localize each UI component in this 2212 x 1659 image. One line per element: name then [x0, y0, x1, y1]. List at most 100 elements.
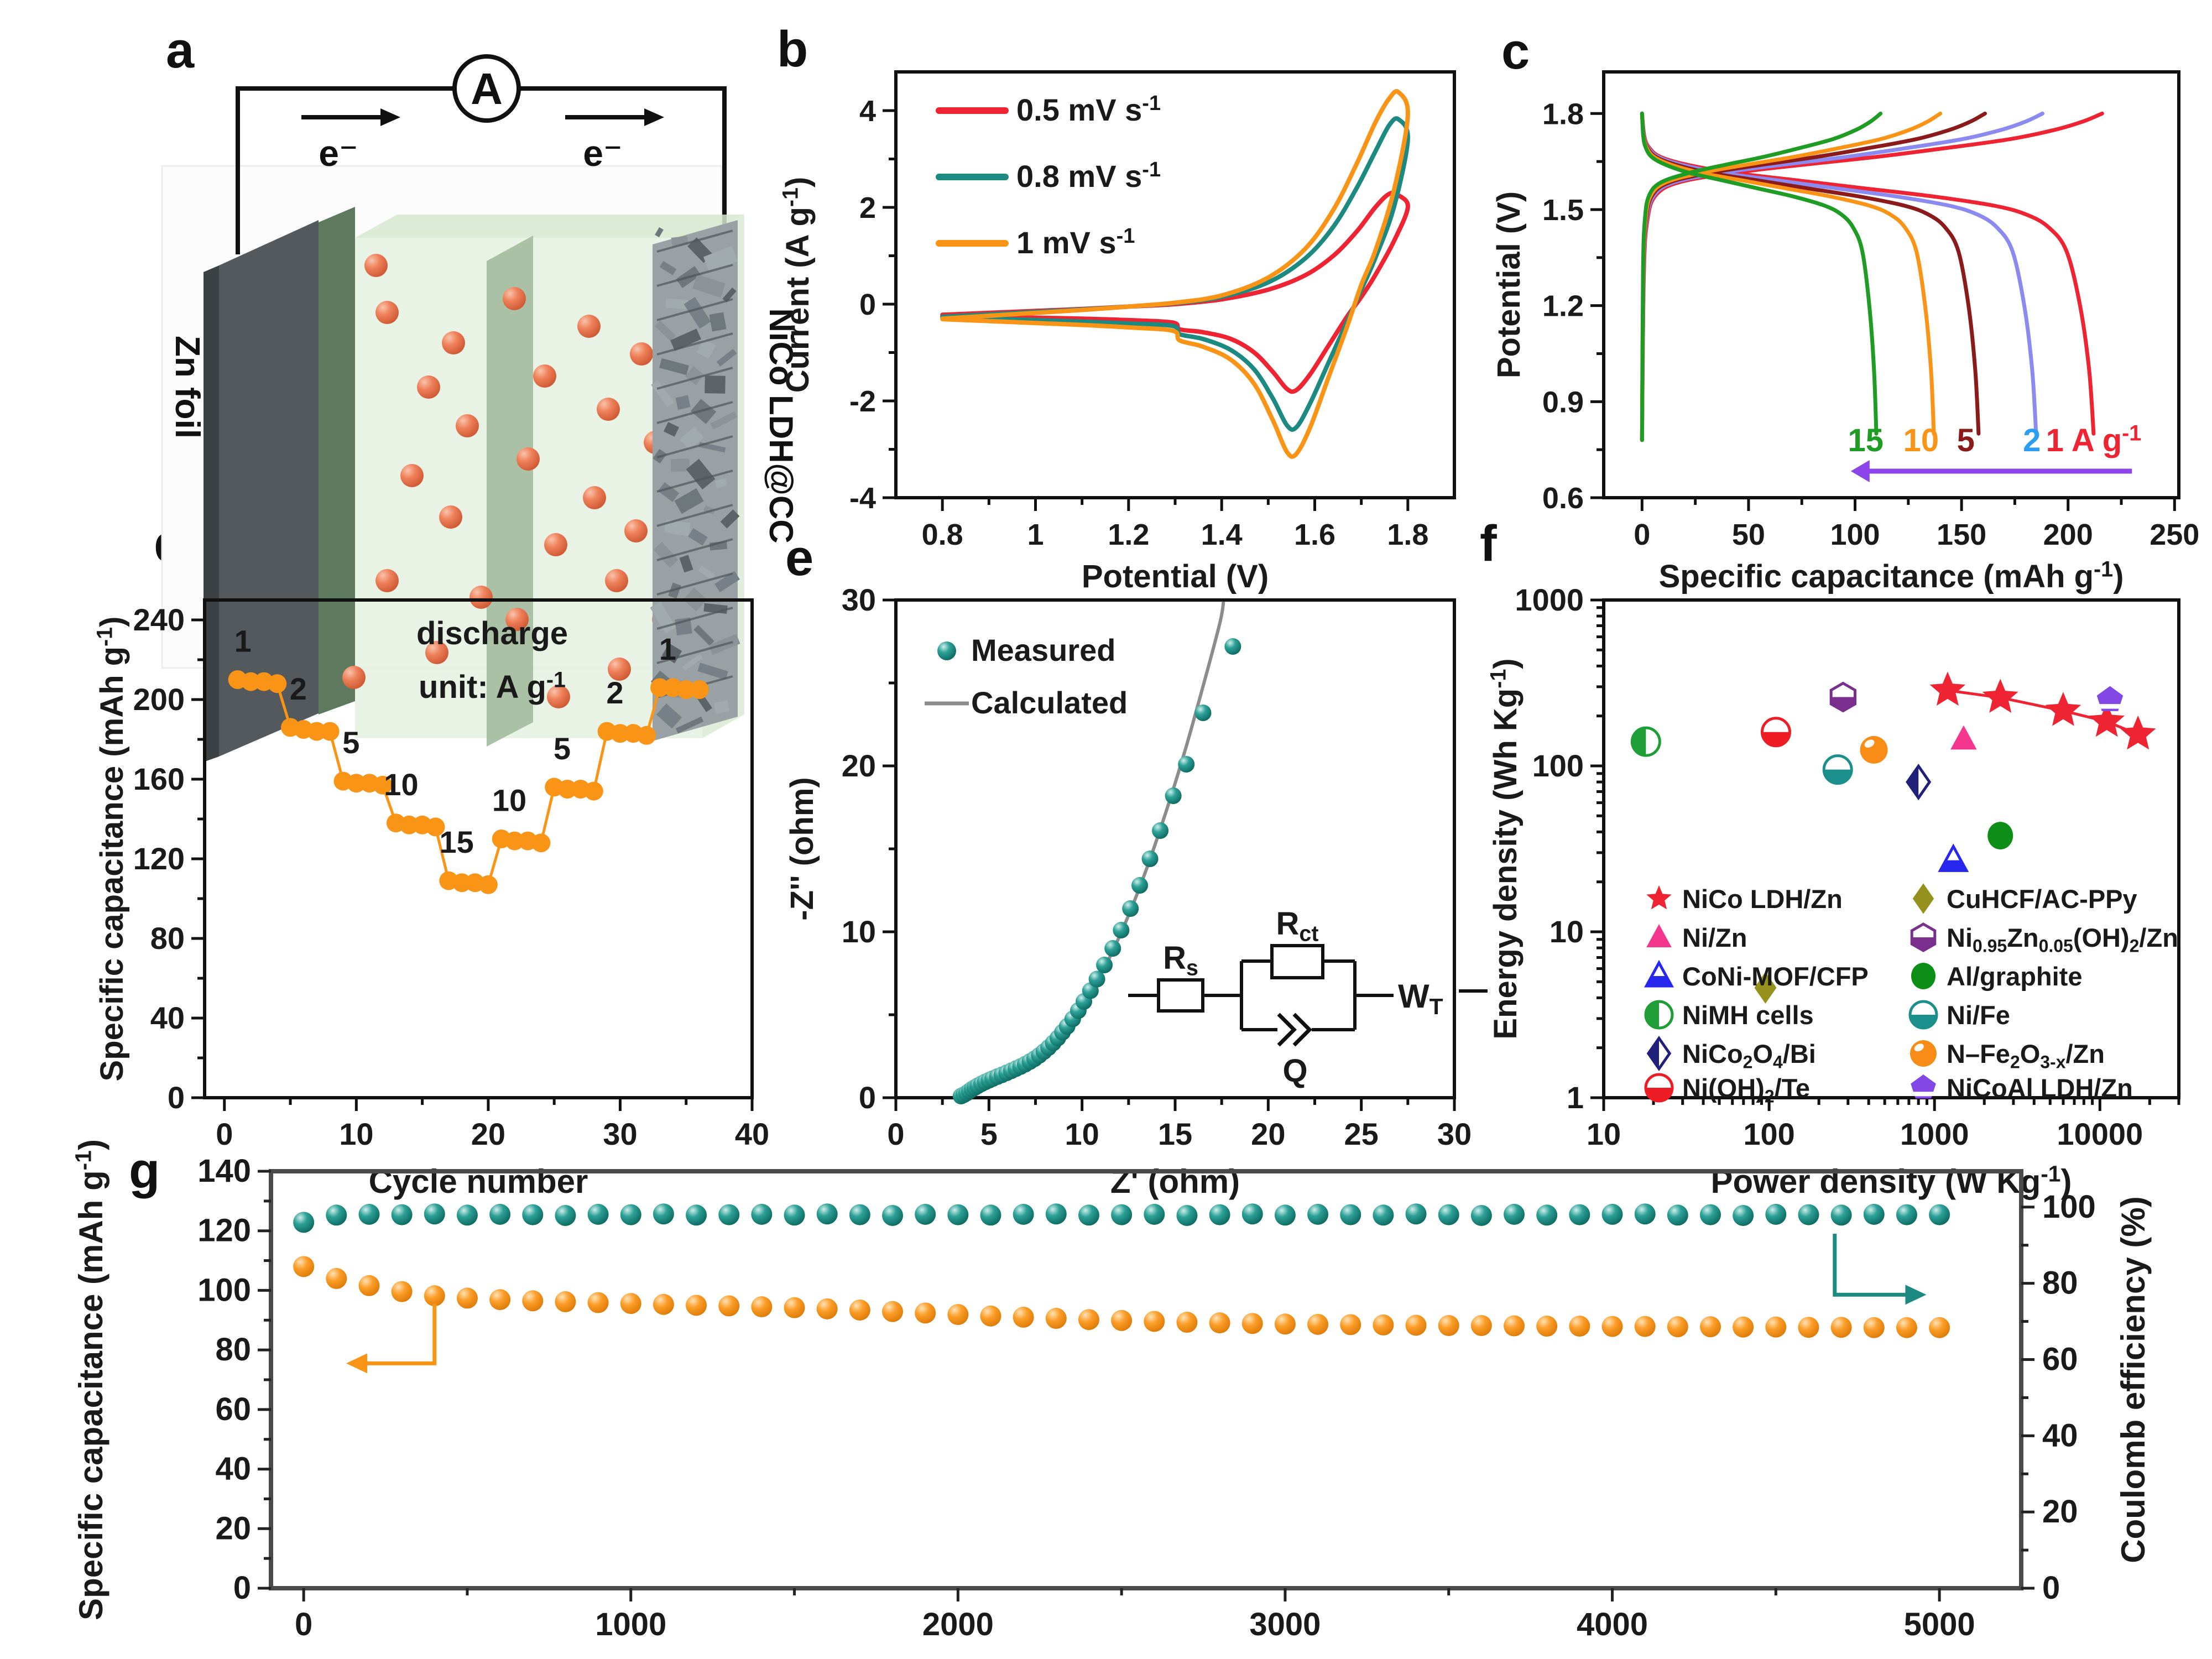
data-point — [937, 641, 956, 660]
data-point — [1634, 1203, 1656, 1225]
y-tick-label: 4 — [859, 95, 876, 128]
data-point — [1896, 1317, 1917, 1338]
data-point — [1144, 1203, 1165, 1225]
data-point — [718, 1295, 740, 1317]
x-tick-label: 10 — [1065, 1117, 1099, 1151]
resistor-rct-icon — [1270, 944, 1324, 979]
data-point — [424, 1285, 445, 1307]
y-tick-label: 0.9 — [1542, 385, 1584, 419]
step-label: 1 — [234, 624, 252, 659]
cathode-striation — [656, 401, 733, 424]
data-point — [1373, 1314, 1394, 1335]
panel-letter-b: b — [777, 21, 808, 77]
y-axis-title: Potential (V) — [1491, 191, 1527, 378]
x-axis-title: Z' (ohm) — [1110, 1163, 1240, 1200]
data-point — [882, 1204, 904, 1226]
y-tick-label: 60 — [215, 1391, 251, 1427]
x-tick-label: 0 — [1634, 518, 1650, 551]
rate-label: 15 — [1848, 422, 1884, 458]
x-tick-label: 20 — [471, 1117, 505, 1151]
efficiency-axis-arrow — [1833, 1234, 1927, 1305]
cathode-flake — [658, 482, 680, 502]
data-point — [653, 1203, 674, 1225]
data-point — [1470, 1204, 1492, 1226]
ion-sphere — [456, 414, 479, 437]
y-tick-label: 240 — [133, 602, 185, 637]
x-tick-label: 10 — [339, 1117, 373, 1151]
marker-diamond — [1754, 972, 1777, 1004]
zn-foil-edge — [204, 265, 219, 762]
data-point — [620, 1293, 641, 1314]
measured-points — [952, 638, 1241, 1104]
cathode-flake — [655, 227, 664, 238]
data-point — [584, 781, 603, 801]
marker-star — [1982, 679, 2018, 713]
step-label: 2 — [290, 671, 307, 706]
x-tick-label: 1.4 — [1201, 518, 1243, 551]
gcd-series — [1640, 111, 2104, 442]
legend-label: NiCoAl LDH/Zn — [1947, 1073, 2133, 1103]
ammeter-label: A — [471, 64, 503, 113]
y-tick-label: 0 — [859, 288, 876, 321]
data-point — [1634, 1316, 1656, 1337]
y-tick-label: 0 — [859, 1080, 876, 1115]
data-point — [1111, 1310, 1133, 1331]
y-tick-label: 10 — [842, 914, 876, 949]
data-point — [1307, 1203, 1329, 1225]
cathode-flake — [697, 662, 728, 680]
y-tick-label: 40 — [215, 1451, 251, 1487]
ion-sphere — [364, 254, 388, 277]
data-point — [1131, 877, 1149, 894]
data-point — [293, 1256, 315, 1277]
y-tick-label: 1000 — [1515, 582, 1584, 617]
data-point — [505, 831, 524, 851]
ion-sphere — [469, 586, 493, 609]
panel-e: 0 5 10 15 20 25 30 0 10 20 30 Z' (ohm) -Z'' (ohm) Mea… — [784, 582, 1488, 1200]
data-point — [676, 680, 696, 699]
cathode-flake — [682, 654, 703, 671]
cathode-flake — [686, 458, 716, 490]
y-tick-label: 0 — [168, 1080, 185, 1115]
y-axis-title: -Z'' (ohm) — [784, 777, 820, 921]
x-tick-label: 25 — [1344, 1117, 1379, 1151]
legend-label: Ni0.95Zn0.05(OH)2/Zn — [1947, 923, 2178, 956]
marker-pentagon-band — [1911, 1074, 1936, 1099]
circuit-label-q: Q — [1282, 1053, 1307, 1089]
legend-label: Ni/Zn — [1682, 923, 1747, 952]
data-point — [980, 1305, 1001, 1327]
marker-star — [2089, 702, 2125, 737]
y-axis-title: Energy density (Wh Kg-1) — [1486, 658, 1524, 1039]
data-point — [587, 1292, 609, 1313]
data-point — [1699, 1204, 1721, 1225]
data-point — [1699, 1316, 1721, 1338]
cathode-flake — [714, 571, 740, 593]
x-tick-label: 15 — [1158, 1117, 1192, 1151]
y-axis: 0 10 20 30 — [842, 582, 896, 1115]
cpe-icon — [1292, 1013, 1312, 1047]
x-axis-title: Specific capacitance (mAh g-1) — [1659, 557, 2124, 594]
data-point — [1141, 851, 1159, 867]
rate-label: 2 — [2023, 422, 2041, 458]
cathode-striation — [656, 229, 733, 253]
y-tick-label: 60 — [2042, 1341, 2078, 1377]
ragone-series — [1630, 671, 2156, 1004]
ion-sphere — [544, 533, 567, 556]
ion-sphere — [547, 685, 570, 708]
data-point — [690, 680, 709, 699]
cathode-flake — [688, 528, 708, 546]
marker-circle-half-bottom — [1644, 1073, 1674, 1103]
cathode-flake — [703, 246, 738, 273]
panel-letter-g: g — [129, 1142, 160, 1199]
y-axis-right: 0 20 40 60 80 100 — [2021, 1189, 2096, 1606]
cathode-striation — [656, 504, 733, 527]
ion-sphere — [439, 505, 462, 529]
data-point — [1733, 1316, 1754, 1338]
data-point — [1830, 1317, 1852, 1338]
y-axis: 0.6 0.9 1.2 1.5 1.8 — [1542, 97, 1604, 515]
cathode-flake — [714, 478, 728, 488]
data-point — [1929, 1204, 1950, 1225]
data-point — [1111, 1204, 1133, 1225]
y-tick-label: 100 — [197, 1272, 251, 1308]
data-point — [1178, 756, 1195, 773]
data-point — [1209, 1204, 1230, 1225]
